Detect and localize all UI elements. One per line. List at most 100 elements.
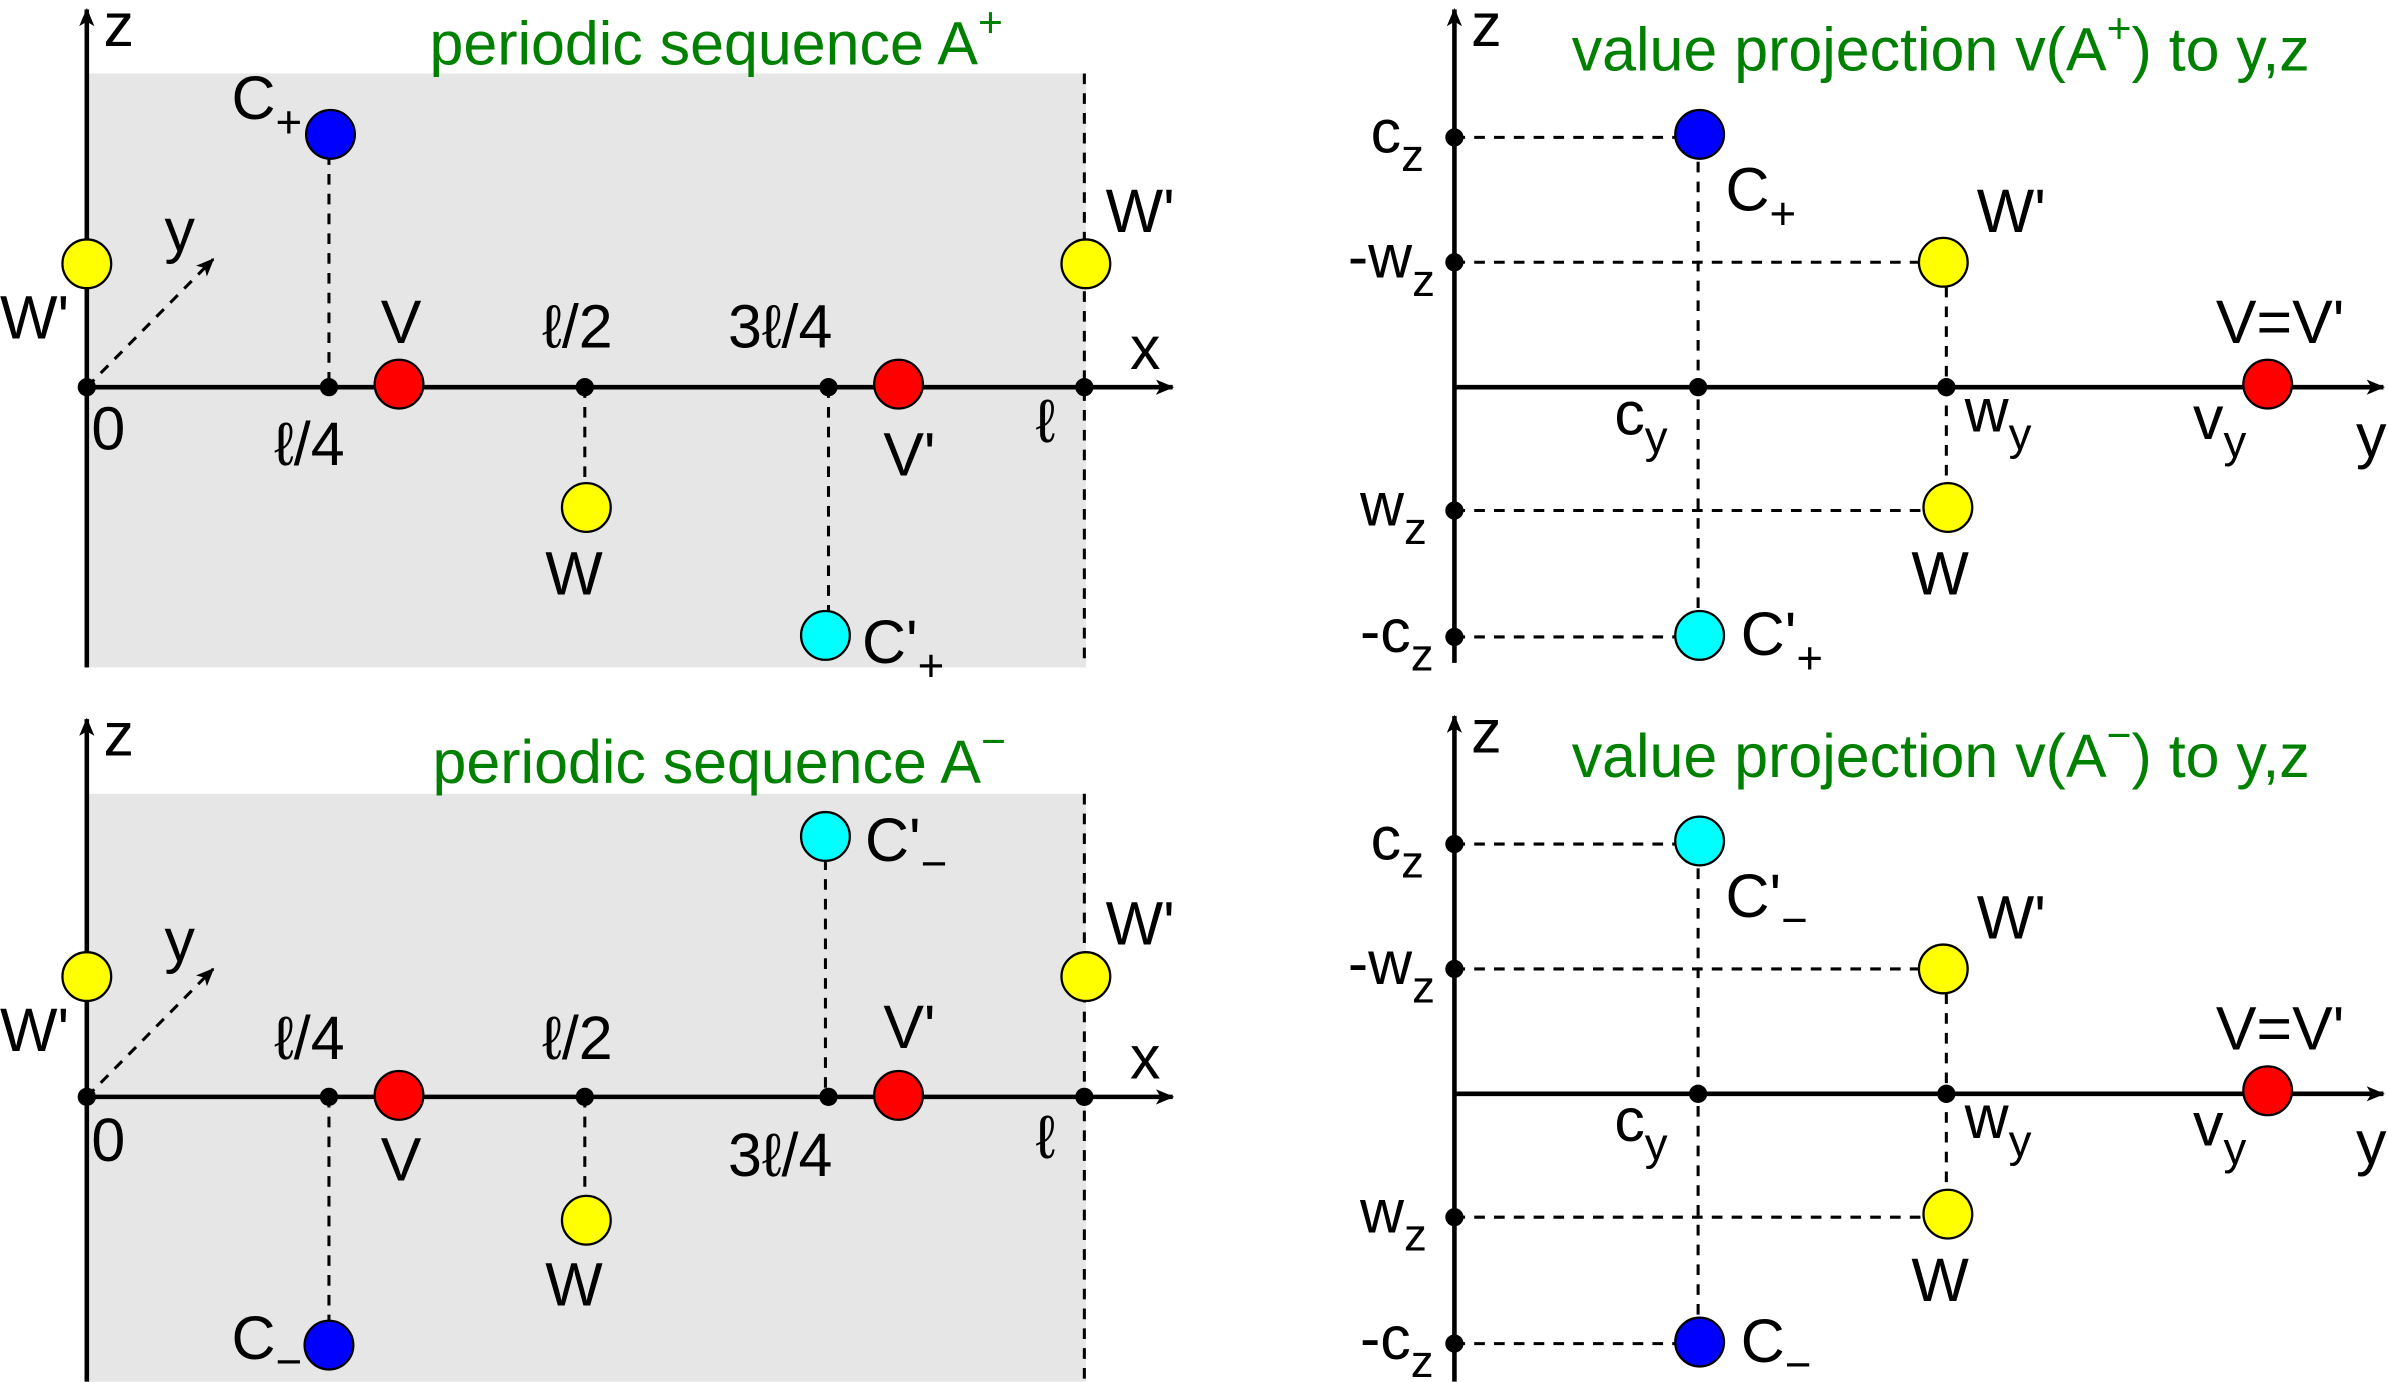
atom-w-prime <box>1917 943 1969 995</box>
atom-w <box>560 481 612 533</box>
axis-tick-dot <box>819 1087 838 1107</box>
atom-c-prime-plus <box>799 609 851 661</box>
atom-w <box>560 1194 612 1246</box>
tick-label-text: ℓ/2 <box>542 1004 612 1072</box>
y-axis-arrow <box>85 258 215 389</box>
y-axis-label-text: y <box>164 906 195 974</box>
point-label-w-text: W <box>545 1251 603 1319</box>
tick-label-text: 0 <box>91 395 125 463</box>
point-label-c-prime-plus-text: C' <box>862 608 918 676</box>
axis-tick-dot <box>319 378 339 397</box>
z-axis-label: z <box>104 0 134 59</box>
point-label-c-prime-minus-text: C' <box>865 806 921 874</box>
tick-label: ℓ <box>1036 1103 1056 1171</box>
point-label-v-prime: V' <box>883 993 935 1061</box>
tick-label-subscript: y <box>2009 1115 2032 1166</box>
atom-v-v-prime <box>2242 358 2294 410</box>
tick-label: cy <box>1614 379 1667 462</box>
atom-w <box>1922 481 1974 533</box>
panel-title: periodic sequence A− <box>433 718 1006 796</box>
point-label-c-prime-minus: C'− <box>1726 862 1808 945</box>
tick-label: -wz <box>1348 223 1435 306</box>
axis-tick-dot <box>1688 378 1708 397</box>
tick-label-subscript: y <box>1645 412 1668 463</box>
axis-tick-dot <box>1445 627 1464 647</box>
panel-title-superscript: − <box>2107 712 2132 760</box>
tick-label-subscript: y <box>2009 409 2032 460</box>
y-axis-label-text: y <box>2356 1109 2387 1177</box>
point-label-w-prime-text: W' <box>1977 177 2046 245</box>
tick-label-text: w <box>1359 1177 1405 1245</box>
tick-label: cy <box>1614 1086 1667 1169</box>
axis-tick-dot <box>1445 253 1464 272</box>
x-axis-label-text: x <box>1130 1024 1160 1092</box>
y-axis-label-text: y <box>2356 402 2387 470</box>
tick-label: 3ℓ/4 <box>728 1121 832 1189</box>
tick-label-text: 3ℓ/4 <box>728 1121 832 1189</box>
panel-title-text: periodic sequence A <box>433 728 982 796</box>
panel-title: value projection v(A+) to y,z <box>1572 5 2310 83</box>
tick-label-subscript: z <box>1404 503 1427 554</box>
point-label-w-prime-right-text: W' <box>1106 177 1175 245</box>
point-label-w-prime-left-text: W' <box>0 283 69 351</box>
tick-label: 0 <box>91 395 125 463</box>
point-label-v-prime-text: V' <box>883 421 935 489</box>
tick-label: wz <box>1359 471 1427 554</box>
point-label-w-text: W <box>1911 1246 1969 1314</box>
axis-tick-dot <box>575 378 594 397</box>
x-axis-label: x <box>1130 314 1160 382</box>
tick-label-text: c <box>1614 379 1644 447</box>
tick-label-text: ℓ/4 <box>274 1004 344 1072</box>
axis-tick-dot <box>1445 501 1464 520</box>
tick-label: ℓ/2 <box>542 293 612 361</box>
axis-tick-dot <box>77 1087 96 1107</box>
atom-w-prime-right <box>1060 951 1112 1003</box>
tick-label-subscript: z <box>1412 961 1435 1012</box>
point-label-w-prime-right-text: W' <box>1106 890 1175 958</box>
point-label-c-prime-minus: C'− <box>865 806 947 889</box>
atom-c-prime-minus <box>1674 815 1726 867</box>
tick-label-subscript: z <box>1401 130 1424 181</box>
panel-title-rest: ) to y,z <box>2132 15 2310 83</box>
tick-label: 3ℓ/4 <box>728 293 832 361</box>
tick-label: 0 <box>91 1106 125 1174</box>
tick-label-text: v <box>2193 1091 2224 1159</box>
axis-tick-dot <box>319 1087 339 1107</box>
panel-title: value projection v(A−) to y,z <box>1572 712 2310 790</box>
point-label-v-v-prime-text: V=V' <box>2216 288 2344 356</box>
point-label-w-text: W <box>1911 539 1969 607</box>
tick-label-subscript: y <box>1645 1118 1668 1169</box>
tick-label: vy <box>2193 384 2246 467</box>
point-label-v: V <box>381 288 422 356</box>
axis-tick-dot <box>1937 1084 1956 1103</box>
x-axis-label-text: x <box>1130 314 1160 382</box>
tick-label-text: -w <box>1348 223 1413 291</box>
tick-label: ℓ/4 <box>274 410 344 478</box>
atom-c-prime-plus <box>1674 609 1726 661</box>
axis-tick-dot <box>1688 1084 1708 1103</box>
point-label-c-minus-text: C <box>1741 1307 1785 1375</box>
tick-label-text: c <box>1614 1086 1644 1154</box>
point-label-c-prime-plus-text: C' <box>1741 600 1797 668</box>
tick-label-text: c <box>1371 804 1401 872</box>
tick-label-subscript: y <box>2224 416 2247 467</box>
tick-label-subscript: z <box>1411 1336 1434 1382</box>
tick-label-text: ℓ <box>1036 387 1056 455</box>
tick-label-text: -c <box>1360 597 1411 665</box>
tick-label-subscript: z <box>1401 837 1424 888</box>
point-label-c-plus: C+ <box>1726 156 1797 239</box>
point-label-c-prime-plus: C'+ <box>1741 600 1823 683</box>
tick-label-subscript: y <box>2224 1123 2247 1174</box>
axis-tick-dot <box>1937 378 1956 397</box>
panel-title-rest: ) to y,z <box>2132 722 2310 790</box>
tick-label-text: ℓ/4 <box>274 410 344 478</box>
tick-label-text: v <box>2193 384 2224 452</box>
atom-v-prime <box>873 358 925 410</box>
point-label-w-prime: W' <box>1977 177 2046 245</box>
point-label-v-v-prime-text: V=V' <box>2216 995 2344 1063</box>
point-label-c-plus: C+ <box>231 64 302 147</box>
